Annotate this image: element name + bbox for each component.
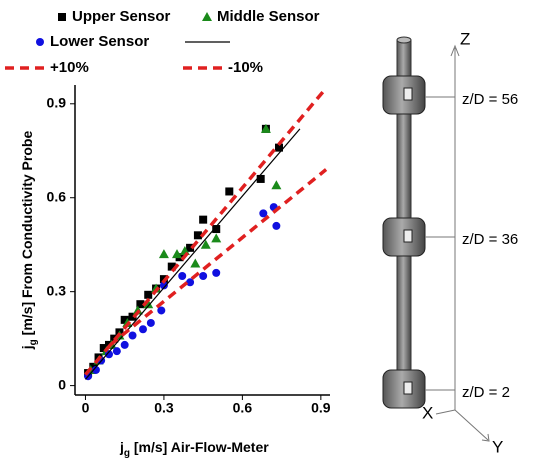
legend-label: -10%: [228, 59, 263, 76]
circle-marker: [212, 268, 221, 277]
y-arrow: [481, 433, 490, 442]
collar: [382, 217, 426, 257]
circle-marker: [186, 278, 195, 287]
circle-marker: [105, 350, 113, 359]
level-label: z/D = 56: [462, 91, 518, 108]
square-marker: [275, 143, 283, 152]
x-axis-label-part: [m/s] Air-Flow-Meter: [130, 439, 269, 455]
x-axis-label-part: g: [124, 448, 130, 459]
circle-marker: [199, 272, 208, 281]
y-axis-label-part: g: [28, 339, 39, 345]
triangle-marker: [260, 123, 271, 133]
y-tick-label: 0.9: [47, 94, 67, 110]
x-tick-label: 0.3: [154, 400, 174, 416]
y-axis-label: jg [m/s] From Conductivity Probe: [19, 131, 39, 351]
circle-marker: [91, 365, 100, 374]
triangle-marker: [211, 233, 222, 243]
y-axis: [454, 409, 489, 441]
square-marker: [212, 225, 221, 234]
triangle-marker: [172, 249, 182, 259]
fit-line: [85, 128, 301, 380]
fit-line: [84, 87, 328, 376]
legend-label: Upper Sensor: [72, 8, 171, 25]
legend-label: +10%: [50, 59, 89, 76]
x-axis-label-part: j: [119, 439, 124, 455]
square-marker: [193, 231, 202, 240]
pipe-diagram: Z X Y z/D = 56 z/D = 36 z/D = 2: [382, 29, 518, 456]
circle-marker: [146, 318, 155, 327]
circle-marker: [272, 221, 281, 230]
circle-marker: [112, 347, 121, 356]
y-axis-label-part: j: [19, 345, 35, 350]
circle-marker: [36, 38, 44, 46]
x-axis-label: jg [m/s] Air-Flow-Meter: [119, 439, 269, 459]
level-label: z/D = 2: [462, 384, 510, 401]
square-marker: [136, 300, 145, 309]
square-marker: [58, 13, 66, 21]
square-marker: [99, 344, 108, 353]
pipe-top: [396, 36, 412, 44]
y-tick-label: 0.3: [47, 282, 67, 298]
square-marker: [144, 290, 153, 299]
y-tick-label: 0.6: [47, 188, 67, 204]
square-marker: [186, 243, 195, 252]
circle-marker: [120, 340, 129, 349]
x-axis: [435, 409, 456, 415]
y-tick-label: 0: [58, 376, 66, 392]
collar: [382, 75, 426, 115]
triangle-marker: [200, 239, 211, 249]
x-label: X: [422, 403, 433, 422]
x-tick-label: 0.6: [233, 400, 253, 416]
x-tick-label: 0: [82, 400, 90, 416]
square-marker: [199, 215, 208, 224]
y-axis-label-part: [m/s] From Conductivity Probe: [19, 131, 35, 340]
legend-label: Lower Sensor: [50, 33, 149, 50]
z-arrow: [450, 44, 460, 57]
fit-line: [109, 168, 328, 347]
square-marker: [225, 187, 234, 196]
x-tick-label: 0.9: [311, 400, 331, 416]
circle-marker: [157, 306, 166, 315]
y-label: Y: [492, 437, 503, 456]
square-marker: [167, 262, 176, 271]
circle-marker: [128, 331, 137, 340]
square-marker: [89, 362, 98, 371]
level-label: z/D = 36: [462, 231, 518, 248]
triangle-marker: [143, 299, 154, 309]
triangle-marker: [158, 249, 169, 259]
circle-marker: [139, 325, 147, 334]
legend-label: Middle Sensor: [217, 8, 320, 25]
collar: [382, 369, 426, 409]
triangle-marker: [271, 180, 282, 190]
square-marker: [128, 312, 137, 321]
triangle-marker: [190, 258, 201, 268]
circle-marker: [159, 281, 168, 290]
circle-marker: [178, 272, 187, 281]
z-label: Z: [460, 29, 470, 48]
triangle-marker: [202, 12, 212, 21]
square-marker: [120, 315, 129, 324]
circle-marker: [259, 209, 268, 218]
square-marker: [256, 174, 265, 183]
